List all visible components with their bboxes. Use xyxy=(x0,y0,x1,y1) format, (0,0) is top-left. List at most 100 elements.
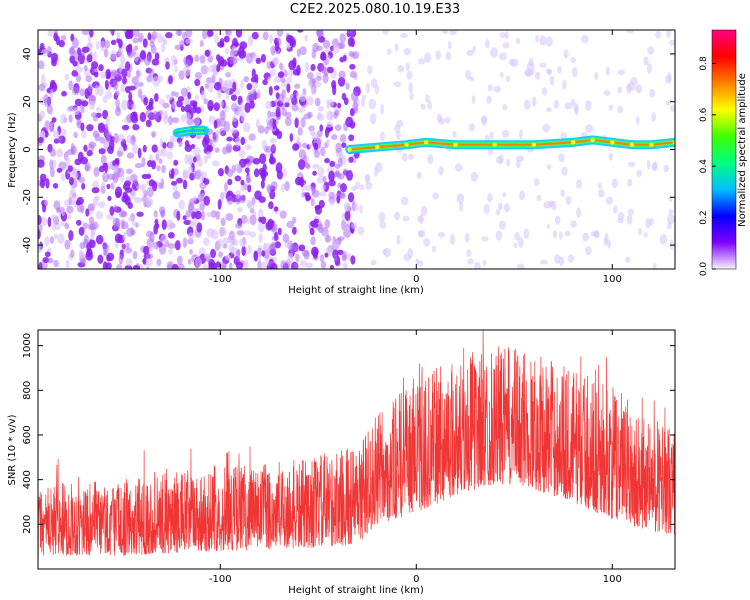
heatmap-cell xyxy=(49,236,55,244)
heatmap-cell xyxy=(400,33,408,39)
heatmap-ticks: -100 0 100 -40 -20 0 20 40 xyxy=(22,30,675,285)
heatmap-cell xyxy=(593,72,599,80)
heatmap-cell xyxy=(312,170,317,176)
heatmap-cell xyxy=(182,215,187,221)
heatmap-cell xyxy=(80,122,85,132)
heatmap-cell xyxy=(403,48,412,56)
heatmap-cell xyxy=(70,196,76,206)
heatmap-cell xyxy=(44,251,51,258)
heatmap-cell xyxy=(296,30,304,33)
heatmap-cell xyxy=(102,95,108,103)
heatmap-cell xyxy=(204,252,212,260)
heatmap-cell xyxy=(469,76,475,82)
heatmap-cell xyxy=(400,196,409,206)
heatmap-cell xyxy=(168,248,173,255)
heatmap-cell xyxy=(316,113,325,121)
heatmap-cell xyxy=(597,182,602,189)
heatmap-cell xyxy=(273,57,278,67)
heatmap-cell xyxy=(243,259,249,269)
heatmap-cell xyxy=(280,183,285,192)
heatmap-cell xyxy=(557,65,562,74)
heatmap-cell xyxy=(523,228,530,240)
heatmap-cell xyxy=(225,30,230,35)
heatmap-cell xyxy=(165,93,174,101)
heatmap-cell xyxy=(559,256,565,267)
heatmap-ridge-point xyxy=(202,128,207,133)
heatmap-cell xyxy=(72,60,78,67)
heatmap-cell xyxy=(167,231,175,239)
heatmap-ridge-point xyxy=(190,128,196,133)
heatmap-cell xyxy=(276,30,284,38)
heatmap-cell xyxy=(83,144,88,152)
heatmap-cell xyxy=(52,183,59,189)
heatmap-cell xyxy=(603,90,611,96)
heatmap-cell xyxy=(231,115,238,123)
heatmap-cell xyxy=(155,223,160,229)
heatmap-cell xyxy=(131,76,139,85)
heatmap-cell xyxy=(230,94,238,101)
heatmap-cell xyxy=(65,259,70,269)
colorbar-label: Normalized spectral amplitude xyxy=(737,73,748,227)
heatmap-cell xyxy=(360,98,366,108)
heatmap-cell xyxy=(420,103,426,110)
heatmap-cell xyxy=(313,150,321,158)
heatmap-cell xyxy=(543,201,552,209)
heatmap-cell xyxy=(333,254,338,261)
heatmap-cell xyxy=(141,183,147,194)
heatmap-cell xyxy=(287,252,294,264)
heatmap-cell xyxy=(113,132,119,144)
snr-xtick-label: -100 xyxy=(209,574,232,585)
heatmap-cell xyxy=(77,176,86,184)
heatmap-cell xyxy=(294,262,299,269)
heatmap-ridge-point xyxy=(174,130,180,135)
heatmap-cell xyxy=(234,175,242,182)
heatmap-cell xyxy=(215,64,221,73)
heatmap-cell xyxy=(289,38,297,48)
heatmap-cell xyxy=(560,189,565,197)
heatmap-cell xyxy=(277,71,285,78)
heatmap-cell xyxy=(225,71,231,78)
heatmap-cell xyxy=(109,139,115,151)
heatmap-cell xyxy=(240,79,244,90)
heatmap-cell xyxy=(120,54,126,66)
heatmap-cell xyxy=(329,264,335,269)
heatmap-cell xyxy=(88,216,95,225)
heatmap-cell xyxy=(81,30,90,36)
heatmap-cell xyxy=(270,181,278,190)
heatmap-cell xyxy=(493,85,502,93)
heatmap-cell xyxy=(643,231,648,238)
heatmap-cell xyxy=(217,238,223,248)
snr-frame xyxy=(37,329,676,570)
heatmap-cell xyxy=(313,142,319,151)
heatmap-cell xyxy=(185,30,193,38)
heatmap-cell xyxy=(145,109,152,118)
heatmap-cell xyxy=(266,61,272,70)
heatmap-cell xyxy=(131,134,136,143)
heatmap-cell xyxy=(626,30,635,34)
heatmap-cell xyxy=(85,208,90,217)
heatmap-cell xyxy=(396,234,401,245)
heatmap-cell xyxy=(427,153,434,165)
heatmap-cell xyxy=(267,218,274,230)
heatmap-cell xyxy=(270,144,275,152)
heatmap-ridge-point xyxy=(590,137,595,143)
heatmap-cell xyxy=(514,231,521,241)
heatmap-cell xyxy=(416,171,422,179)
heatmap-cell xyxy=(554,254,561,264)
heatmap-cell xyxy=(61,128,67,137)
heatmap-cell xyxy=(126,70,131,79)
heatmap-cell xyxy=(298,244,306,252)
heatmap-cell xyxy=(178,140,183,148)
heatmap-cell xyxy=(311,131,318,141)
heatmap-cell xyxy=(213,119,218,129)
heatmap-cell xyxy=(211,63,217,72)
heatmap-cell xyxy=(166,219,175,230)
heatmap-cell xyxy=(311,88,316,95)
heatmap-cell xyxy=(105,69,111,80)
heatmap-cell xyxy=(546,68,552,76)
heatmap-cell xyxy=(116,106,121,112)
heatmap-cell xyxy=(505,75,510,83)
heatmap-cell xyxy=(546,224,551,230)
heatmap-cell xyxy=(296,91,300,100)
heatmap-cell xyxy=(536,194,542,202)
